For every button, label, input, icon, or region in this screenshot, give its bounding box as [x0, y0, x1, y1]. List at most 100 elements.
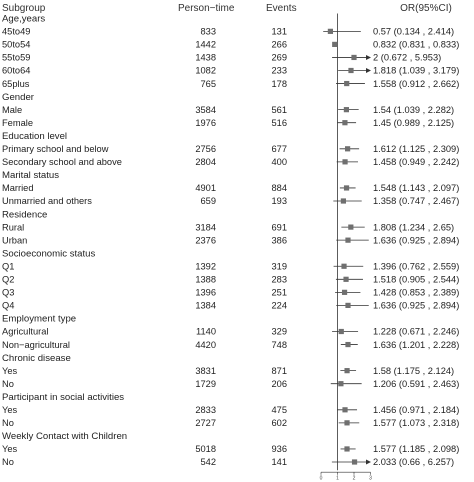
row-or-ci: 1.206 (0.591 , 2.463) [373, 379, 459, 389]
row-person-time: 3831 [195, 366, 216, 376]
estimate-square [351, 459, 358, 465]
row-or-ci: 1.636 (0.925 , 2.894) [373, 235, 459, 245]
estimate-square [332, 41, 338, 47]
row-events: 283 [271, 275, 287, 285]
header-person-time: Person−time [178, 3, 235, 14]
row-label: Q3 [2, 288, 14, 298]
estimate-square [348, 67, 354, 74]
estimate-square [342, 407, 348, 413]
row-person-time: 3584 [195, 105, 216, 115]
row-person-time: 1438 [195, 53, 216, 63]
row-person-time: 2804 [195, 157, 216, 167]
estimate-square [343, 185, 350, 191]
row-label: 60to64 [2, 66, 30, 76]
estimate-square [343, 276, 349, 282]
row-or-ci: 1.612 (1.125 , 2.309) [373, 144, 459, 154]
row-label: Q4 [2, 301, 14, 311]
ci-arrow [366, 68, 371, 73]
row-events: 400 [271, 157, 287, 167]
header-subgroup: Subgroup [2, 3, 46, 14]
row-label: 50to54 [2, 40, 30, 50]
estimate-square [344, 420, 350, 426]
estimate-square [344, 446, 350, 452]
row-person-time: 4420 [195, 340, 216, 350]
row-person-time: 3184 [195, 222, 216, 232]
row-label: Secondary school and above [2, 157, 122, 167]
row-label: Unmarried and others [2, 196, 92, 206]
ci-arrow [366, 54, 371, 60]
row-events: 748 [271, 340, 287, 350]
row-events: 936 [271, 444, 287, 454]
row-or-ci: 1.808 (1.234 , 2.65) [373, 222, 454, 232]
estimate-square [345, 341, 351, 348]
group-label: Participant in social activities [2, 392, 124, 403]
row-events: 475 [271, 405, 287, 415]
group-label: Education level [2, 131, 67, 142]
header-events: Events [266, 3, 297, 14]
row-person-time: 1384 [195, 301, 216, 311]
group-label: Socioeconomic status [2, 248, 96, 259]
table-rows: Age,years 45to49 833 131 0.57 (0.134 , 2.414… [2, 14, 459, 468]
row-events: 269 [271, 53, 287, 63]
estimate-square [340, 198, 347, 204]
row-or-ci: 1.518 (0.905 , 2.544) [373, 275, 459, 285]
row-events: 329 [271, 327, 287, 337]
row-events: 141 [271, 457, 287, 467]
group-label: Marital status [2, 170, 59, 181]
row-label: 45to49 [2, 27, 30, 37]
estimate-square [327, 28, 334, 34]
row-person-time: 2727 [195, 418, 216, 428]
x-tick-label: 1 [336, 476, 339, 482]
row-label: Urban [2, 235, 27, 245]
estimate-square [338, 328, 344, 335]
row-or-ci: 1.428 (0.853 , 2.389) [373, 288, 459, 298]
row-or-ci: 0.57 (0.134 , 2.414) [373, 27, 454, 37]
row-or-ci: 1.558 (0.912 , 2.662) [373, 79, 459, 89]
row-label: No [2, 457, 14, 467]
estimate-square [348, 224, 354, 230]
estimate-square [341, 289, 348, 295]
row-events: 871 [271, 366, 287, 376]
row-label: Rural [2, 222, 24, 232]
ci-arrow [366, 459, 371, 465]
estimate-square [342, 120, 348, 126]
row-label: Female [2, 118, 33, 128]
row-person-time: 1729 [195, 379, 216, 389]
estimate-square [343, 107, 350, 113]
row-or-ci: 1.548 (1.143 , 2.097) [373, 183, 459, 193]
row-events: 386 [271, 235, 287, 245]
estimate-square [338, 381, 344, 387]
row-label: Married [2, 183, 34, 193]
row-events: 251 [271, 288, 287, 298]
row-or-ci: 1.58 (1.175 , 2.124) [373, 366, 454, 376]
group-label: Weekly Contact with Children [2, 431, 127, 442]
estimate-square [344, 146, 351, 152]
row-label: Non−agricultural [2, 340, 70, 350]
row-or-ci: 1.456 (0.971 , 2.184) [373, 405, 459, 415]
group-label: Residence [2, 209, 47, 220]
row-label: Male [2, 105, 22, 115]
row-label: 55to59 [2, 53, 30, 63]
row-person-time: 1976 [195, 118, 216, 128]
estimate-square [351, 54, 357, 61]
row-or-ci: 0.832 (0.831 , 0.833) [373, 40, 459, 50]
row-person-time: 765 [200, 79, 216, 89]
x-tick-label: 3 [369, 476, 372, 482]
row-person-time: 2833 [195, 405, 216, 415]
row-person-time: 833 [200, 27, 216, 37]
row-events: 602 [271, 418, 287, 428]
row-label: Yes [2, 444, 18, 454]
row-events: 884 [271, 183, 287, 193]
row-or-ci: 1.54 (1.039 , 2.282) [373, 105, 454, 115]
row-person-time: 2756 [195, 144, 216, 154]
row-or-ci: 1.818 (1.039 , 3.179) [373, 66, 459, 76]
column-headers: Subgroup Person−time Events OR(95%CI) [2, 3, 452, 14]
x-tick-label: 2 [353, 476, 356, 482]
row-or-ci: 1.228 (0.671 , 2.246) [373, 327, 459, 337]
row-events: 561 [271, 105, 287, 115]
row-person-time: 1396 [195, 288, 216, 298]
row-or-ci: 1.358 (0.747 , 2.467) [373, 196, 459, 206]
forest-marks [323, 13, 371, 471]
row-or-ci: 1.45 (0.989 , 2.125) [373, 118, 454, 128]
